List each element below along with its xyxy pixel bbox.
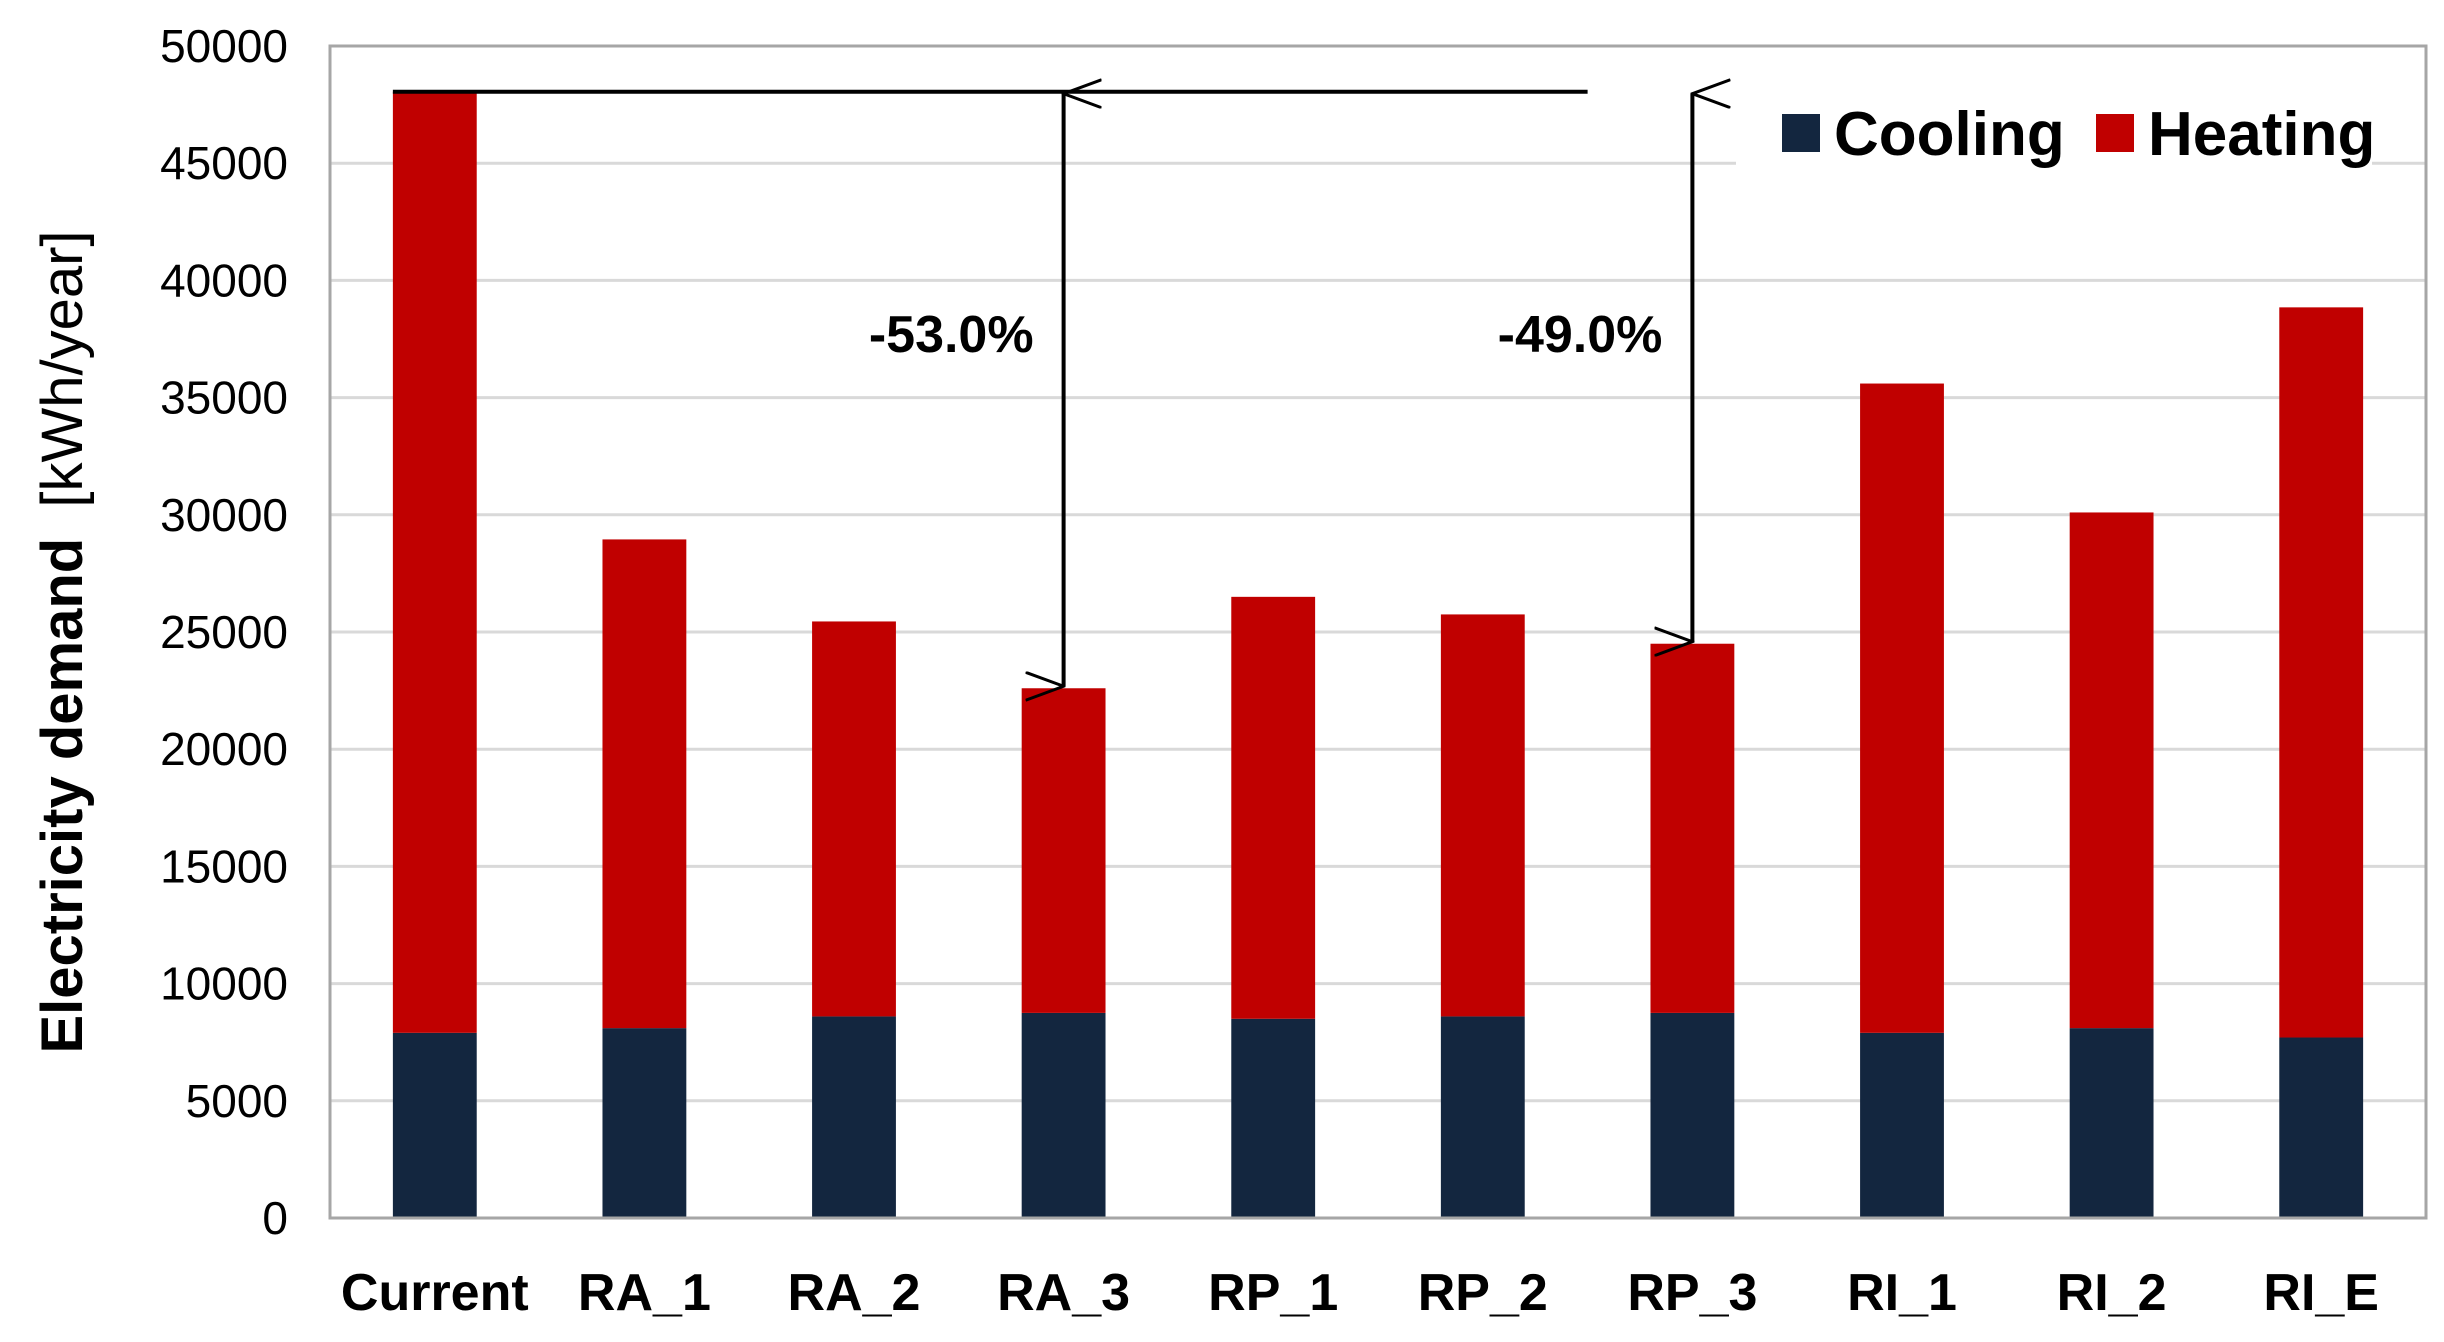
bar-cooling-ri_1 (1860, 1032, 1944, 1218)
bar-heating-ri_e (2279, 307, 2364, 1038)
y-tick-label: 20000 (160, 723, 288, 775)
bar-cooling-ri_2 (2069, 1028, 2154, 1218)
bar-heating-rp_3 (1650, 643, 1735, 1013)
x-tick-label: RP_3 (1627, 1264, 1757, 1322)
bar-cooling-current (392, 1032, 477, 1218)
x-tick-label: RA_2 (788, 1264, 921, 1322)
bar-heating-ra_2 (812, 621, 896, 1017)
y-tick-label: 45000 (160, 137, 288, 189)
y-tick-label: 25000 (160, 606, 288, 658)
bar-heating-ri_1 (1860, 383, 1944, 1033)
y-axis-label: Electricity demand [kWh/year] (30, 230, 95, 1053)
x-tick-label: RI_1 (1847, 1264, 1957, 1322)
bar-heating-current (392, 91, 477, 1033)
y-tick-label: 10000 (160, 958, 288, 1010)
legend: Cooling Heating (1736, 88, 2375, 188)
y-tick-label: 15000 (160, 840, 288, 892)
x-tick-label: RI_E (2263, 1264, 2379, 1322)
y-tick-label: 0 (262, 1192, 288, 1244)
x-tick-label: RA_3 (997, 1264, 1130, 1322)
bar-heating-rp_2 (1440, 614, 1525, 1017)
bar-heating-ra_1 (602, 539, 687, 1029)
x-tick-label: RA_1 (578, 1264, 711, 1322)
bar-cooling-ra_2 (812, 1016, 896, 1218)
x-axis-ticks: Current RA_1 RA_2 RA_3 RP_1 RP_2 RP_3 RI_1 RI_2 R… (341, 1264, 2379, 1322)
bar-heating-ri_2 (2069, 512, 2154, 1029)
legend-label-heating: Heating (2148, 100, 2375, 169)
x-tick-label: RI_2 (2057, 1264, 2167, 1322)
y-tick-label: 50000 (160, 20, 288, 72)
y-tick-label: 35000 (160, 372, 288, 424)
y-tick-label: 40000 (160, 254, 288, 306)
bar-cooling-ra_1 (602, 1028, 687, 1218)
legend-swatch-cooling (1782, 114, 1820, 152)
annotations: -53.0% -49.0% (392, 92, 1693, 687)
y-axis-label-main: Electricity demand (30, 538, 95, 1054)
annotation-label: -49.0% (1498, 306, 1663, 364)
legend-swatch-heating (2096, 114, 2134, 152)
x-tick-label: Current (341, 1264, 529, 1322)
bar-cooling-rp_1 (1231, 1018, 1316, 1218)
y-tick-label: 30000 (160, 489, 288, 541)
bar-heating-ra_3 (1021, 688, 1106, 1013)
bars (392, 91, 2364, 1218)
bar-heating-rp_1 (1231, 596, 1316, 1019)
bar-cooling-rp_3 (1650, 1012, 1735, 1218)
x-tick-label: RP_2 (1418, 1264, 1548, 1322)
legend-background (1736, 88, 2372, 188)
y-axis-label-unit: [kWh/year] (30, 230, 95, 507)
y-axis-ticks: 0 5000 10000 15000 20000 25000 30000 35000 40000… (160, 20, 288, 1244)
bar-cooling-ri_e (2279, 1037, 2364, 1218)
legend-label-cooling: Cooling (1834, 100, 2065, 169)
bar-cooling-rp_2 (1440, 1016, 1525, 1218)
annotation-label: -53.0% (869, 306, 1034, 364)
x-tick-label: RP_1 (1208, 1264, 1338, 1322)
bar-cooling-ra_3 (1021, 1012, 1106, 1218)
y-tick-label: 5000 (186, 1075, 288, 1127)
